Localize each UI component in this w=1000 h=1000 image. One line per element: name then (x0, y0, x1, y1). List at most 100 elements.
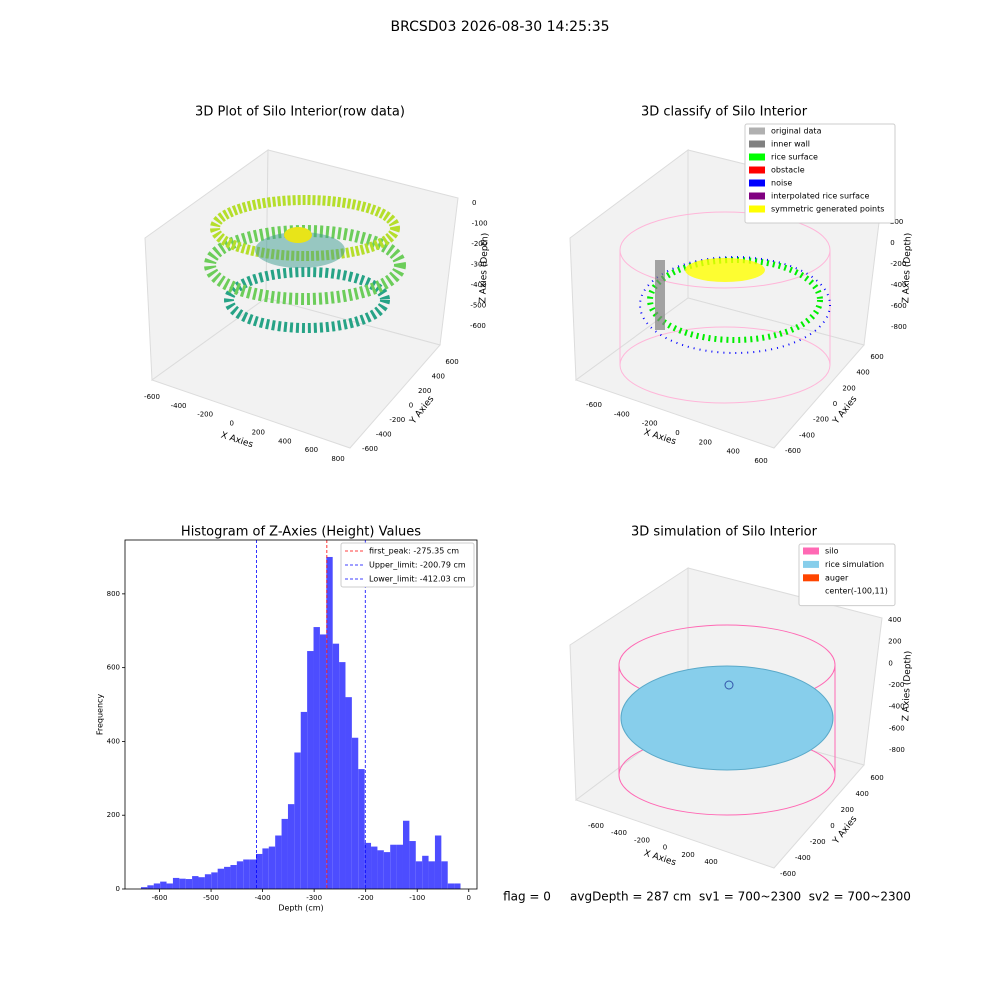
histogram-bar (147, 885, 154, 889)
z-tick-label: -400 (891, 281, 907, 289)
y-axis-label: Y Axies (408, 394, 437, 427)
histogram-bar (160, 881, 167, 889)
z-tick-label: 200 (888, 638, 901, 646)
histogram-bar (371, 846, 378, 889)
z-tick-label: -600 (889, 724, 905, 732)
histogram-bar (377, 850, 384, 889)
y-tick-label: 0 (409, 402, 413, 410)
rice-surface (620, 665, 834, 771)
y-axis-label: Frequency (96, 694, 105, 736)
legend-label: interpolated rice surface (771, 192, 869, 201)
x-tick-label: 800 (331, 455, 344, 463)
histogram-bar (332, 643, 340, 889)
y-tick-label: 800 (107, 590, 120, 598)
x-tick-label: -500 (203, 894, 219, 902)
z-tick-label: -400 (471, 281, 487, 289)
z-tick-label: -100 (472, 220, 488, 228)
x-tick-label: 0 (229, 420, 233, 428)
histogram-bar (358, 769, 365, 889)
x-tick-label: 200 (681, 851, 694, 859)
z-axis-label: Z Axies (Depth) (478, 233, 490, 304)
plot2-decoration (569, 149, 883, 449)
legend-label: first_peak: -275.35 cm (369, 547, 459, 556)
point-cloud (224, 267, 390, 333)
y-tick-label: 200 (107, 811, 120, 819)
y-tick-label: -600 (785, 447, 801, 455)
histogram-bar (179, 878, 186, 889)
histogram-bar (339, 662, 346, 889)
histogram-bar (192, 876, 199, 889)
histogram-bar (409, 841, 416, 889)
x-tick-label: 0 (467, 894, 471, 902)
y-tick-label: -400 (795, 854, 811, 862)
legend-label: original data (771, 127, 822, 136)
histogram-bar (204, 874, 212, 889)
histogram-bar (268, 846, 276, 889)
histogram-bar (390, 844, 397, 889)
histogram-bar (434, 835, 442, 889)
y-tick-label: 600 (445, 358, 458, 366)
y-tick-label: -200 (810, 838, 826, 846)
figure-title: BRCSD03 2026-08-30 14:25:35 (390, 19, 609, 35)
histogram-bar (402, 820, 410, 889)
legend-box (340, 542, 475, 588)
legend-box (798, 543, 896, 607)
x-tick-label: -200 (197, 411, 213, 419)
legend-swatch (803, 574, 819, 582)
legend-label: auger (825, 573, 849, 582)
z-tick-label: -800 (889, 746, 905, 754)
legend-box (744, 123, 896, 224)
legend-swatch (749, 140, 765, 148)
histogram-bar (275, 835, 282, 889)
histogram-bar (351, 737, 359, 889)
z-tick-label: 0 (888, 659, 892, 667)
x-tick-label: -100 (409, 894, 425, 902)
legend-label: center(-100,11) (825, 587, 888, 596)
histogram-bar (364, 842, 372, 889)
legend-label: obstacle (771, 166, 805, 175)
z-tick-label: -300 (471, 261, 487, 269)
point-cloud (655, 260, 665, 330)
x-tick-label: -600 (144, 393, 160, 401)
legend-label: noise (771, 179, 792, 188)
histogram-bar (217, 868, 225, 889)
y-tick-label: -600 (780, 870, 796, 878)
point-cloud (284, 227, 312, 243)
y-tick-label: -600 (362, 445, 378, 453)
x-tick-label: 200 (699, 438, 712, 446)
y-tick-label: 200 (842, 384, 855, 392)
z-tick-label: -200 (889, 681, 905, 689)
histogram-bar (166, 883, 173, 889)
x-tick-label: -400 (171, 402, 187, 410)
histogram-bar (281, 818, 288, 889)
histogram-bar (307, 651, 314, 889)
plot-title: 3D classify of Silo Interior (641, 105, 808, 120)
x-tick-label: 600 (754, 457, 767, 465)
histogram-bar (454, 883, 461, 889)
point-cloud (210, 195, 400, 261)
y-tick-label: 0 (833, 400, 837, 408)
x-axis-label: X Axies (642, 428, 677, 448)
x-tick-label: -200 (358, 894, 374, 902)
x-tick-label: 600 (305, 446, 318, 454)
z-axis-label: Z Axies (Depth) (901, 651, 913, 722)
x-tick-label: -400 (255, 894, 271, 902)
y-tick-label: 600 (870, 774, 883, 782)
y-tick-label: 400 (855, 790, 868, 798)
histogram-bar (140, 887, 148, 889)
legend-label: Lower_limit: -412.03 cm (369, 575, 466, 584)
y-tick-label: 0 (116, 885, 120, 893)
plot1-decoration (144, 149, 459, 449)
histogram-bar (300, 711, 308, 889)
y-tick-label: 600 (870, 353, 883, 361)
y-tick-label: 600 (107, 664, 120, 672)
y-tick-label: -200 (389, 416, 405, 424)
legend-swatch (749, 153, 765, 161)
y-axis-label: Y Axies (831, 814, 860, 847)
plot3-decoration (569, 567, 883, 869)
z-tick-label: 200 (890, 218, 903, 226)
y-tick-label: -200 (813, 416, 829, 424)
histogram-bar (230, 865, 237, 889)
histogram-bar (224, 866, 231, 889)
plot-title: Histogram of Z-Axies (Height) Values (181, 525, 421, 540)
